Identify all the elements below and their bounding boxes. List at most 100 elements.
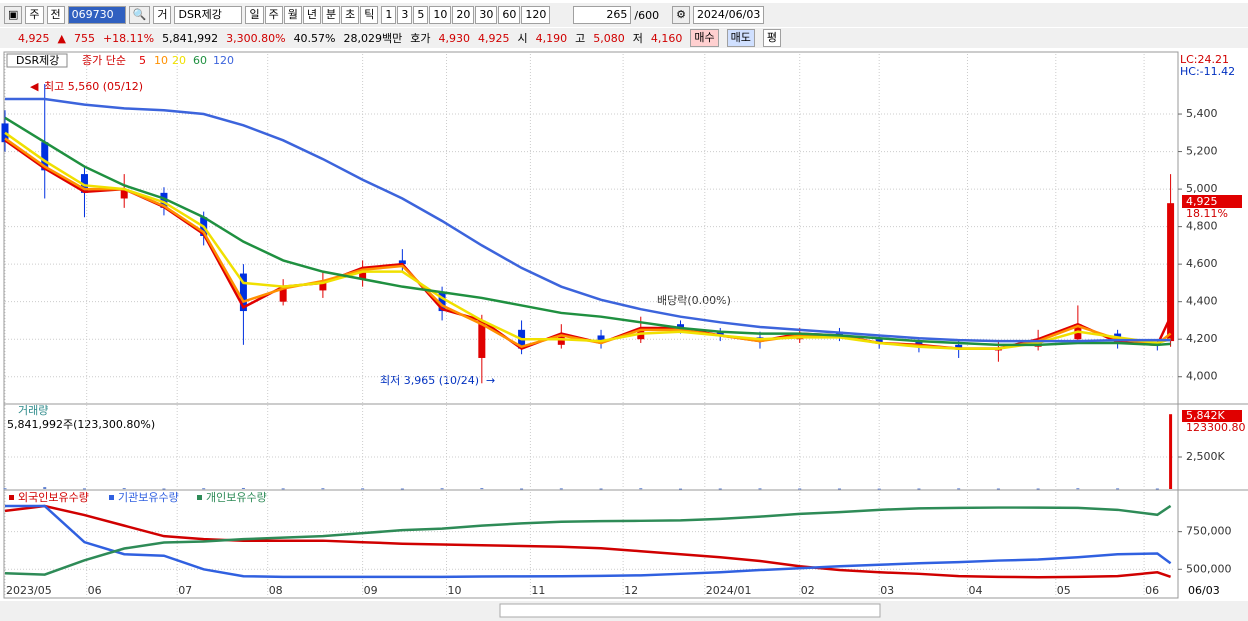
legend-swatch [109,495,114,500]
candle-body [875,339,883,343]
tools[interactable]: ⚙ [672,6,690,24]
legend-entry: 개인보유수량 [206,491,267,504]
series-line [5,504,1172,579]
count[interactable]: 265 [573,6,632,24]
volume-bar [1036,488,1040,490]
legend-swatch [9,495,14,500]
volume-bar [599,488,603,490]
legend-entry: 60 [193,54,207,67]
bid: 4,925 [478,31,510,45]
series-line [4,131,1171,350]
change: 755 [73,31,95,45]
volume-bar [440,488,444,490]
y-tick-label: 5,200 [1186,145,1218,158]
candle-body [41,142,49,171]
volume-bar [639,488,643,490]
legend-box [6,53,68,68]
series-line [4,139,1172,350]
period-btn[interactable]: 일 [245,6,264,24]
x-tick-label: 12 [624,584,638,597]
low-label: 저 [632,32,643,45]
volume-bar [3,488,7,490]
candle-body [438,292,446,312]
candle-body [677,324,685,328]
count-max: /600 [634,8,660,22]
series-line [5,97,1171,343]
x-tick-label: 08 [269,584,283,597]
buy-btn[interactable]: 매수 [690,29,719,47]
y-tick-label: 500,000 [1186,562,1232,575]
scroll-thumb[interactable] [499,603,881,618]
period-btn[interactable]: 년 [302,6,321,24]
x-tick-label: 03 [880,584,894,597]
series-line [4,504,1171,579]
stock-name: DSR제강 [174,6,243,24]
right-label: 5,842K [1186,409,1225,422]
volume-bar [400,488,404,490]
period-btn[interactable]: 주 [264,6,283,24]
interval-btn[interactable]: 1 [381,6,397,24]
candle-body [239,273,247,312]
volume-bar [718,488,722,490]
interval-btn[interactable]: 20 [452,6,475,24]
volume-bar [1169,414,1173,489]
candle-body [915,341,923,345]
volume-subtitle: 5,841,992주(123,300.80%) [7,418,155,431]
high: 5,080 [593,31,625,45]
annotation: 최고 5,560 (05/12) [44,80,143,93]
ask-label: 호가 [410,32,431,45]
x-tick-label: 06 [88,584,102,597]
period-btn[interactable]: 초 [341,6,360,24]
x-tick-label: 2024/01 [706,584,752,597]
code-input[interactable]: 069730 [67,6,126,24]
period-btn[interactable]: 분 [321,6,341,24]
legend-title: DSR제강 [16,54,59,67]
candle-body [597,335,605,343]
annotation: 최저 3,965 (10/24) [380,374,479,387]
mode[interactable]: 전 [46,6,65,24]
x-tick-label: 04 [968,584,982,597]
volume-bar [957,488,961,490]
x-tick-label: 05 [1057,584,1071,597]
interval-btn[interactable]: 30 [475,6,498,24]
volume-bar [1155,488,1159,490]
date[interactable]: 2024/06/03 [692,6,765,24]
legend-entry: 120 [213,54,234,67]
menu-btn[interactable]: ▣ [4,6,23,24]
candle-body [1167,203,1175,342]
y-tick-label: 750,000 [1186,525,1232,538]
change-pct: +18.11% [102,31,155,45]
y-tick-label: 4,800 [1186,220,1218,233]
interval-btn[interactable]: 5 [413,6,429,24]
y-tick-label: 4,400 [1186,295,1218,308]
volume: 5,841,992 [162,31,219,45]
interval-btn[interactable]: 10 [429,6,452,24]
series-line [4,137,1172,350]
group[interactable]: 거 [153,6,172,24]
legend-entry: 외국인보유수량 [18,491,89,504]
x-tick-label: 02 [801,584,815,597]
interval-btn[interactable]: 120 [521,6,551,24]
last-change: 18.11% [1186,207,1228,220]
right-label: LC:24.21 [1180,53,1229,66]
right-label: 123300.80 [1186,421,1246,434]
x-tick-label: 2023/05 [6,584,52,597]
sell-btn[interactable]: 매도 [726,29,755,47]
interval-btn[interactable]: 60 [498,6,521,24]
search-btn[interactable]: 🔍 [128,6,151,24]
annotation: → [486,374,495,387]
intervals: 1 3 5 10 20 30 60 120 [381,6,551,24]
period-btn[interactable]: 틱 [360,6,379,24]
market[interactable]: 주 [25,6,44,24]
period-btn[interactable]: 월 [283,6,302,24]
volume-bar [917,488,921,490]
avg-btn[interactable]: 평 [762,29,781,47]
interval-btn[interactable]: 3 [397,6,413,24]
volume-bar [43,487,47,489]
turnover: 40.57% [293,31,336,45]
x-tick-label: 11 [531,584,545,597]
y-tick-label: 5,400 [1186,107,1218,120]
